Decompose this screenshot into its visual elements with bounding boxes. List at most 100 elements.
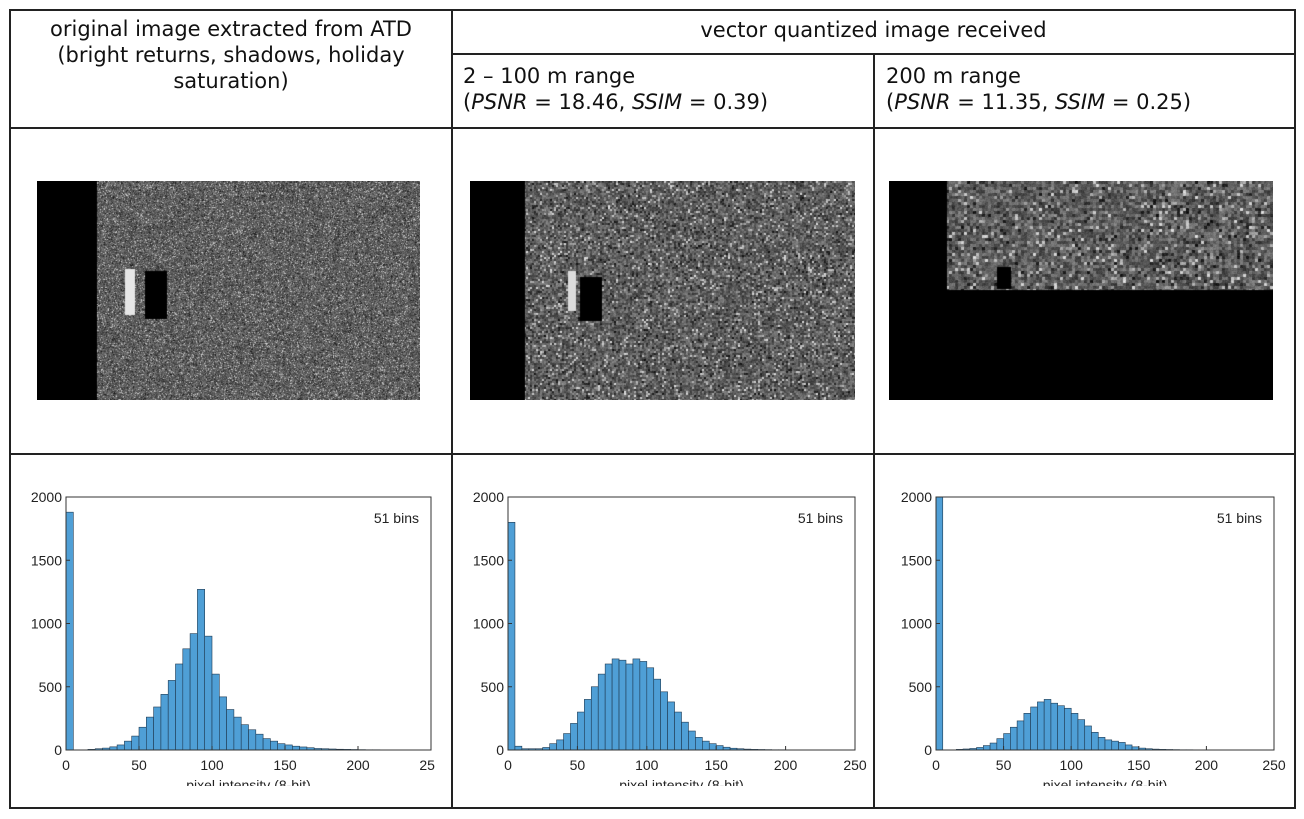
histogram-bar — [1084, 725, 1092, 751]
x-axis-label: pixel intensity (8-bit) — [186, 777, 311, 786]
histogram-bar — [153, 706, 162, 751]
histogram-bar — [611, 658, 620, 751]
histogram-bar — [1097, 737, 1106, 751]
column-2-header: 2 – 100 m range (PSNR = 18.46, SSIM = 0.… — [463, 63, 868, 115]
histogram-bar — [584, 699, 592, 751]
histogram-bar — [1057, 705, 1065, 751]
histogram-bar — [65, 511, 74, 751]
histogram-bar — [1016, 720, 1025, 751]
histogram-bar — [226, 709, 235, 751]
histogram-bar — [219, 696, 227, 751]
histogram-bar — [590, 686, 599, 751]
histogram-bar — [674, 711, 682, 751]
x-tick-label: 0 — [504, 757, 512, 773]
y-tick-label: 0 — [496, 742, 504, 758]
histogram-bar — [514, 745, 523, 751]
histogram-bar — [255, 733, 264, 751]
x-tick-label: 150 — [705, 757, 729, 773]
bins-annotation: 51 bins — [798, 510, 843, 526]
column-1-header-line-2: (bright returns, shadows, holiday — [57, 43, 405, 67]
sonar-image-2-100m-range — [470, 181, 855, 400]
histogram-bar — [570, 723, 578, 751]
y-tick-label: 1000 — [473, 616, 504, 632]
histogram-bar — [702, 740, 710, 751]
sonar-image-200m-range — [889, 181, 1273, 400]
sonar-image-original — [37, 181, 420, 400]
histogram-bar — [1070, 713, 1079, 751]
axes-box — [65, 496, 432, 751]
histogram-bar — [667, 701, 675, 751]
y-tick-label: 1000 — [901, 616, 932, 632]
histogram-bar — [233, 716, 242, 751]
x-tick-label: 250 — [843, 757, 867, 773]
histogram-bar — [563, 733, 571, 751]
x-tick-label: 100 — [200, 757, 224, 773]
ssim-label: SSIM — [1054, 90, 1106, 114]
y-tick-label: 1500 — [473, 552, 504, 568]
column-1-header-line-1: original image extracted from ATD — [50, 17, 412, 41]
histogram-bar — [182, 648, 191, 751]
histogram-2-100m-range: 0 50 100 150 200 250 0 500 1000 1500 2000 pixel int… — [473, 489, 867, 786]
y-tick-label: 1000 — [31, 616, 62, 632]
column-2-header-metrics: (PSNR = 18.46, SSIM = 0.39) — [463, 89, 868, 115]
column-divider-1 — [451, 9, 453, 809]
table-border-right — [1294, 9, 1296, 809]
histogram-bar — [632, 658, 641, 751]
image-row-divider — [9, 453, 1296, 455]
y-tick-label: 2000 — [901, 489, 932, 505]
y-tick-label: 500 — [39, 679, 63, 695]
histogram-bar — [646, 667, 655, 751]
histogram-bar — [715, 745, 724, 751]
bins-annotation: 51 bins — [374, 510, 419, 526]
psnr-label: PSNR — [894, 90, 951, 114]
histogram-bar — [277, 743, 286, 751]
histogram-bar — [146, 716, 154, 751]
y-tick-label: 2000 — [473, 489, 504, 505]
group-header: vector quantized image received — [700, 18, 1047, 42]
histogram-bar — [1003, 733, 1011, 751]
table-border-top — [9, 9, 1296, 11]
table-border-bottom — [9, 807, 1296, 809]
histogram-bar — [175, 663, 184, 751]
psnr-value: = 11.35, — [957, 90, 1049, 114]
y-tick-label: 1500 — [31, 552, 62, 568]
column-divider-2 — [873, 53, 875, 809]
y-tick-label: 1500 — [901, 552, 932, 568]
x-tick-label: 250 — [419, 757, 435, 773]
ssim-value: = 0.25) — [1111, 90, 1192, 114]
histogram-bar — [660, 691, 668, 751]
histogram-bar — [1043, 699, 1052, 751]
histogram-bar — [639, 661, 648, 751]
histogram-bar — [160, 694, 169, 751]
histogram-bar — [507, 521, 516, 751]
y-tick-label: 0 — [54, 742, 62, 758]
histogram-bar — [1064, 707, 1072, 751]
histogram-bar — [618, 659, 627, 751]
histogram-bar — [695, 737, 703, 751]
histogram-bar — [597, 673, 606, 751]
header-row-divider — [9, 127, 1296, 129]
x-tick-label: 50 — [996, 757, 1012, 773]
x-tick-label: 200 — [774, 757, 798, 773]
histogram-bar — [291, 745, 300, 751]
histogram-bar — [1037, 701, 1045, 751]
x-tick-label: 50 — [570, 757, 586, 773]
histogram-bar — [1111, 740, 1119, 751]
histogram-bar — [248, 729, 257, 751]
histogram-bar — [131, 735, 140, 751]
open-paren: ( — [463, 90, 472, 114]
table-border-left — [9, 9, 11, 809]
x-tick-label: 150 — [273, 757, 297, 773]
open-paren: ( — [886, 90, 895, 114]
histogram-bar — [681, 721, 689, 751]
histogram-bar — [1091, 731, 1099, 751]
histogram-bar — [556, 739, 564, 751]
y-tick-label: 500 — [909, 679, 933, 695]
histogram-bar — [116, 744, 125, 751]
histogram-bar — [1118, 742, 1126, 751]
x-tick-label: 0 — [62, 757, 70, 773]
histogram-bar — [604, 663, 613, 751]
y-tick-label: 500 — [481, 679, 505, 695]
bins-annotation: 51 bins — [1217, 510, 1262, 526]
histogram-bar — [989, 742, 998, 751]
